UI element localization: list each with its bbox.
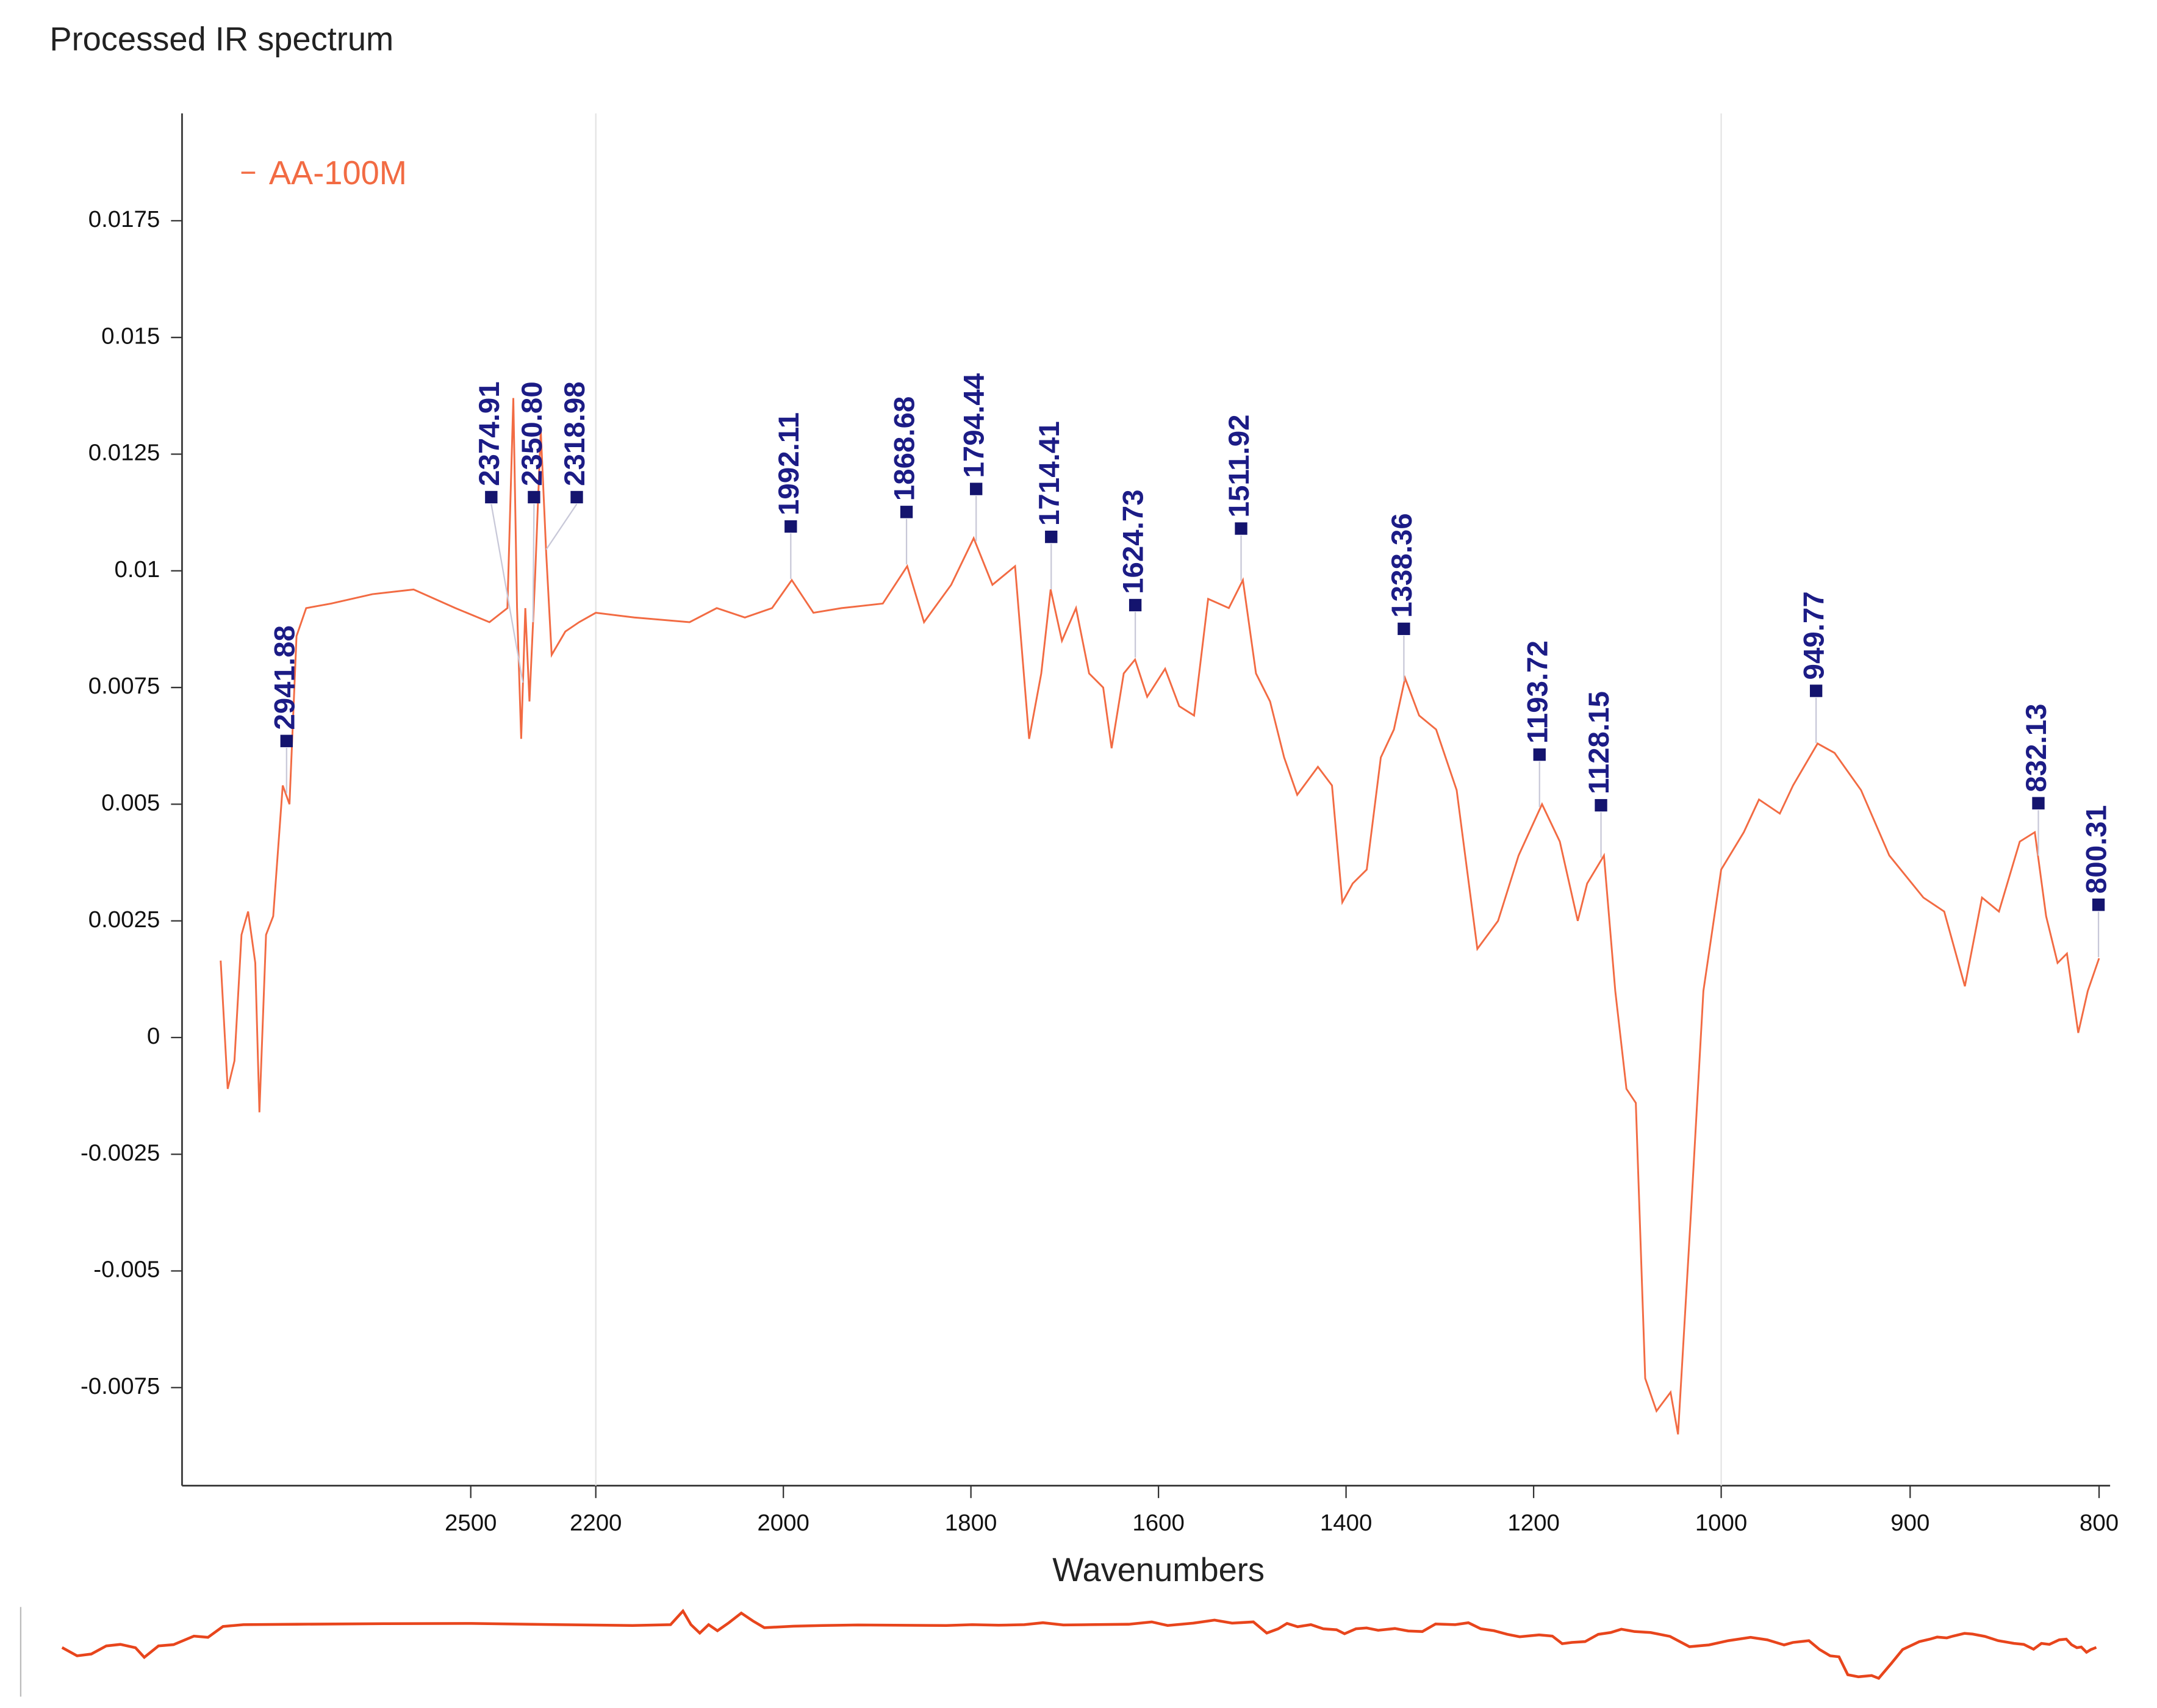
peak-label: 1511.92 bbox=[1223, 414, 1255, 517]
peak-label: 1624.73 bbox=[1118, 489, 1150, 594]
peak-label: 800.31 bbox=[2081, 805, 2113, 894]
y-tick-label: 0.005 bbox=[101, 790, 160, 816]
y-tick-label: 0.0175 bbox=[88, 206, 160, 232]
x-tick-label: 1400 bbox=[1320, 1510, 1372, 1536]
y-tick-label: 0.01 bbox=[114, 556, 160, 583]
peak-leader bbox=[532, 504, 535, 623]
peak-label: 1868.68 bbox=[889, 396, 921, 501]
peak-label: 1794.44 bbox=[958, 373, 991, 478]
peak-label: 1714.41 bbox=[1033, 421, 1066, 526]
peak-label: 2374.91 bbox=[473, 381, 506, 486]
peak-leader bbox=[545, 503, 578, 550]
chart-title: Processed IR spectrum bbox=[49, 21, 393, 58]
peak-label: 1992.11 bbox=[773, 412, 805, 515]
peak-label: 1338.36 bbox=[1386, 513, 1418, 618]
peak-marker bbox=[1595, 798, 1607, 812]
peak-marker bbox=[1235, 522, 1247, 535]
peak-label: 949.77 bbox=[1798, 591, 1831, 680]
peak-marker bbox=[970, 483, 983, 495]
spectrum-line bbox=[220, 398, 2100, 1435]
x-tick-label: 1600 bbox=[1132, 1510, 1184, 1536]
x-tick-label: 900 bbox=[1890, 1510, 1929, 1536]
y-tick-label: 0.0125 bbox=[88, 440, 160, 466]
peak-marker bbox=[528, 490, 540, 504]
peak-label: 2318.98 bbox=[559, 381, 591, 486]
peak-marker bbox=[900, 506, 913, 518]
x-tick-label: 1200 bbox=[1507, 1510, 1559, 1536]
y-tick-label: 0.0075 bbox=[88, 673, 160, 699]
y-tick-label: 0 bbox=[147, 1023, 160, 1049]
y-tick-label: -0.0025 bbox=[81, 1139, 160, 1166]
peak-marker bbox=[2092, 899, 2105, 911]
y-tick-label: -0.005 bbox=[93, 1257, 160, 1283]
x-tick-label: 2000 bbox=[757, 1510, 809, 1536]
x-tick-label: 1000 bbox=[1695, 1510, 1747, 1536]
peak-marker bbox=[1045, 530, 1058, 544]
peak-label: 2941.88 bbox=[268, 625, 301, 730]
y-tick-label: -0.0075 bbox=[81, 1373, 160, 1399]
legend-label: AA-100M bbox=[269, 155, 407, 192]
x-tick-label: 800 bbox=[2080, 1510, 2119, 1536]
overview-line bbox=[61, 1609, 2097, 1681]
x-tick-label: 2500 bbox=[445, 1510, 497, 1536]
peak-marker bbox=[485, 490, 498, 504]
peak-marker bbox=[1809, 684, 1823, 697]
peak-marker bbox=[784, 520, 797, 533]
peak-label: 1193.72 bbox=[1521, 640, 1554, 744]
x-tick-label: 2200 bbox=[570, 1510, 622, 1536]
peak-leader bbox=[490, 504, 524, 683]
peak-label: 832.13 bbox=[2020, 703, 2053, 792]
peak-label: 2350.80 bbox=[516, 381, 548, 486]
peak-marker bbox=[280, 734, 293, 747]
peak-marker bbox=[570, 490, 583, 504]
peak-marker bbox=[1533, 748, 1546, 761]
peak-marker bbox=[1129, 598, 1142, 612]
x-axis-label: Wavenumbers bbox=[1052, 1552, 1265, 1588]
x-tick-label: 1800 bbox=[945, 1510, 997, 1536]
peak-marker bbox=[1398, 622, 1410, 636]
peak-label: 1128.15 bbox=[1583, 691, 1615, 794]
peak-marker bbox=[2032, 797, 2045, 809]
y-tick-label: 0.015 bbox=[101, 323, 160, 349]
y-tick-label: 0.0025 bbox=[88, 906, 160, 933]
